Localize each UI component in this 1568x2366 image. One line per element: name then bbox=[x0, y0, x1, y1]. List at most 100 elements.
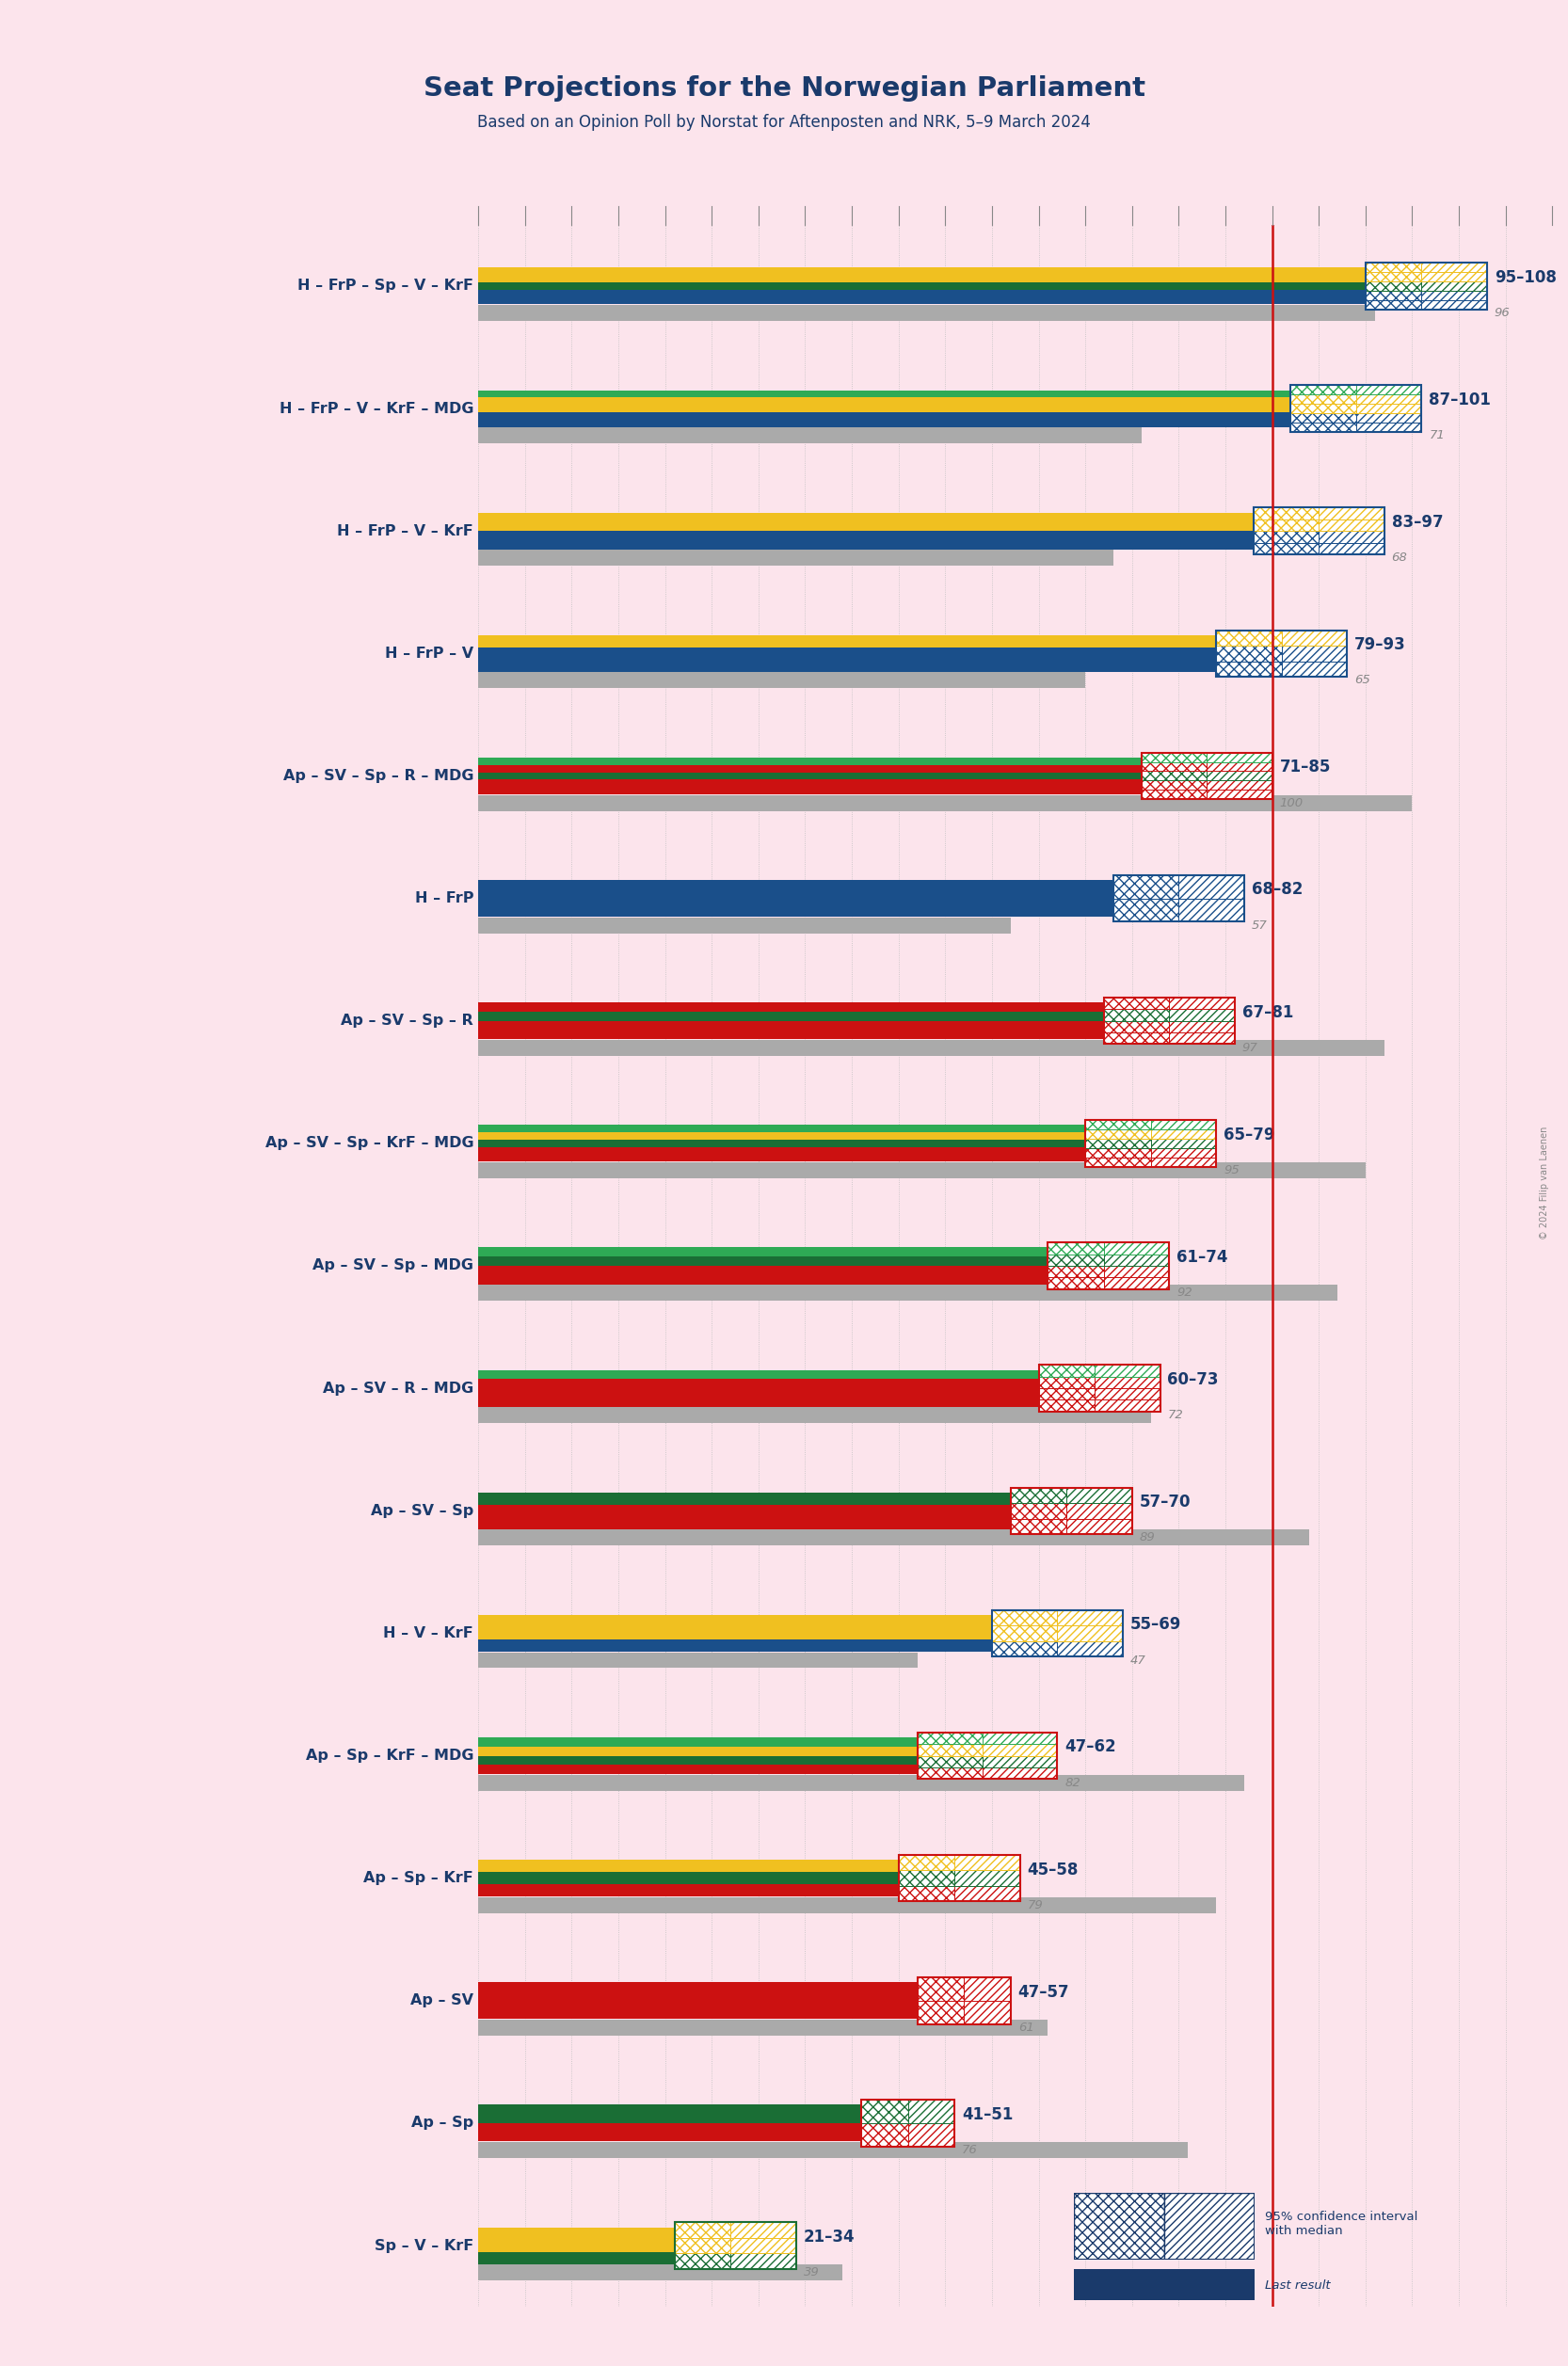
Bar bbox=[478, 778, 1207, 788]
Bar bbox=[478, 1140, 1151, 1148]
Bar bbox=[1066, 1519, 1132, 1533]
Bar bbox=[478, 1020, 1170, 1029]
Bar bbox=[1057, 1625, 1123, 1642]
Bar bbox=[478, 1616, 1057, 1628]
Text: Ap – Sp – KrF: Ap – Sp – KrF bbox=[364, 1872, 474, 1886]
Bar bbox=[1366, 282, 1422, 291]
Bar bbox=[1151, 1129, 1217, 1138]
Bar bbox=[1094, 1377, 1160, 1389]
Bar bbox=[1047, 1254, 1104, 1266]
Bar bbox=[478, 899, 1179, 916]
Bar bbox=[1217, 629, 1281, 646]
Bar bbox=[1319, 509, 1385, 518]
Bar bbox=[1142, 790, 1207, 800]
Bar bbox=[478, 513, 1319, 523]
Bar bbox=[478, 305, 1375, 322]
Bar bbox=[478, 1379, 1094, 1389]
Bar bbox=[917, 1756, 983, 1767]
Bar bbox=[1170, 998, 1234, 1010]
Bar bbox=[964, 2002, 1011, 2023]
Text: H – FrP – Sp – V – KrF: H – FrP – Sp – V – KrF bbox=[298, 279, 474, 293]
Bar bbox=[478, 1640, 1057, 1651]
Text: Ap – SV – Sp – MDG: Ap – SV – Sp – MDG bbox=[312, 1259, 474, 1273]
Bar bbox=[1356, 414, 1422, 424]
Bar bbox=[955, 1886, 1019, 1902]
Bar bbox=[1207, 781, 1272, 790]
Bar bbox=[1170, 1032, 1234, 1043]
Text: 79–93: 79–93 bbox=[1355, 636, 1406, 653]
Bar bbox=[917, 1732, 1057, 1779]
Text: Ap – SV – Sp: Ap – SV – Sp bbox=[370, 1505, 474, 1519]
Bar bbox=[1038, 1389, 1094, 1401]
Bar bbox=[1113, 875, 1179, 899]
Text: 60–73: 60–73 bbox=[1168, 1372, 1218, 1389]
Text: 55–69: 55–69 bbox=[1131, 1616, 1181, 1633]
Bar bbox=[1207, 752, 1272, 762]
Bar bbox=[1253, 509, 1319, 518]
Text: 76: 76 bbox=[963, 2144, 978, 2155]
Bar bbox=[955, 1872, 1019, 1886]
Bar bbox=[478, 282, 1422, 289]
Bar bbox=[478, 1883, 955, 1898]
Bar bbox=[1290, 414, 1356, 424]
Bar bbox=[478, 634, 1281, 648]
Text: H – FrP – V – KrF: H – FrP – V – KrF bbox=[337, 523, 474, 537]
Bar bbox=[1142, 762, 1207, 771]
Bar bbox=[1104, 998, 1170, 1010]
Bar bbox=[1290, 386, 1356, 395]
Bar bbox=[1422, 291, 1486, 300]
Bar bbox=[993, 1609, 1057, 1625]
Bar bbox=[1104, 1242, 1170, 1254]
Bar bbox=[478, 549, 1113, 565]
Bar bbox=[1104, 1010, 1170, 1020]
Text: 87–101: 87–101 bbox=[1428, 390, 1491, 409]
Bar bbox=[478, 267, 1422, 274]
Bar bbox=[674, 2238, 731, 2252]
Text: 83–97: 83–97 bbox=[1392, 513, 1443, 530]
Bar bbox=[478, 788, 1207, 795]
Bar bbox=[478, 764, 1207, 771]
Bar bbox=[478, 1651, 917, 1668]
Bar bbox=[1104, 1254, 1170, 1266]
Bar bbox=[898, 1855, 1019, 1902]
Bar bbox=[478, 1898, 1217, 1914]
Bar bbox=[478, 1389, 1094, 1398]
Bar bbox=[478, 1247, 1104, 1256]
Bar bbox=[478, 1266, 1104, 1275]
Bar bbox=[478, 795, 1413, 812]
Bar bbox=[1057, 1609, 1123, 1625]
Bar bbox=[478, 1872, 955, 1883]
Bar bbox=[478, 1860, 955, 1872]
Bar bbox=[917, 1732, 983, 1744]
Bar bbox=[1422, 263, 1486, 272]
Bar bbox=[1057, 1642, 1123, 1656]
Bar bbox=[917, 1978, 964, 2002]
Text: 65–79: 65–79 bbox=[1223, 1126, 1275, 1143]
Bar bbox=[478, 648, 1281, 660]
Bar bbox=[861, 2101, 955, 2146]
Bar bbox=[674, 2222, 797, 2269]
Text: 100: 100 bbox=[1279, 797, 1303, 809]
Bar bbox=[964, 1978, 1011, 2002]
Text: Ap – Sp – KrF – MDG: Ap – Sp – KrF – MDG bbox=[306, 1748, 474, 1763]
Bar bbox=[478, 2241, 731, 2252]
Bar bbox=[478, 1275, 1104, 1285]
Bar bbox=[1085, 1157, 1151, 1166]
Bar bbox=[1366, 263, 1486, 310]
Bar bbox=[478, 1003, 1170, 1013]
Bar bbox=[478, 1774, 1243, 1791]
Bar bbox=[983, 1744, 1057, 1756]
Bar bbox=[478, 1765, 983, 1774]
Text: Last result: Last result bbox=[1265, 2278, 1331, 2293]
Bar bbox=[983, 1756, 1057, 1767]
Bar bbox=[1290, 386, 1422, 431]
Bar bbox=[1217, 629, 1347, 677]
Text: Ap – Sp: Ap – Sp bbox=[411, 2115, 474, 2129]
Bar bbox=[1094, 1365, 1160, 1377]
Bar bbox=[1047, 1242, 1104, 1254]
Text: 21–34: 21–34 bbox=[803, 2229, 855, 2245]
Bar bbox=[478, 1408, 1151, 1424]
Bar bbox=[861, 2122, 908, 2146]
Text: Based on an Opinion Poll by Norstat for Aftenposten and NRK, 5–9 March 2024: Based on an Opinion Poll by Norstat for … bbox=[477, 114, 1091, 130]
Bar bbox=[478, 397, 1356, 405]
